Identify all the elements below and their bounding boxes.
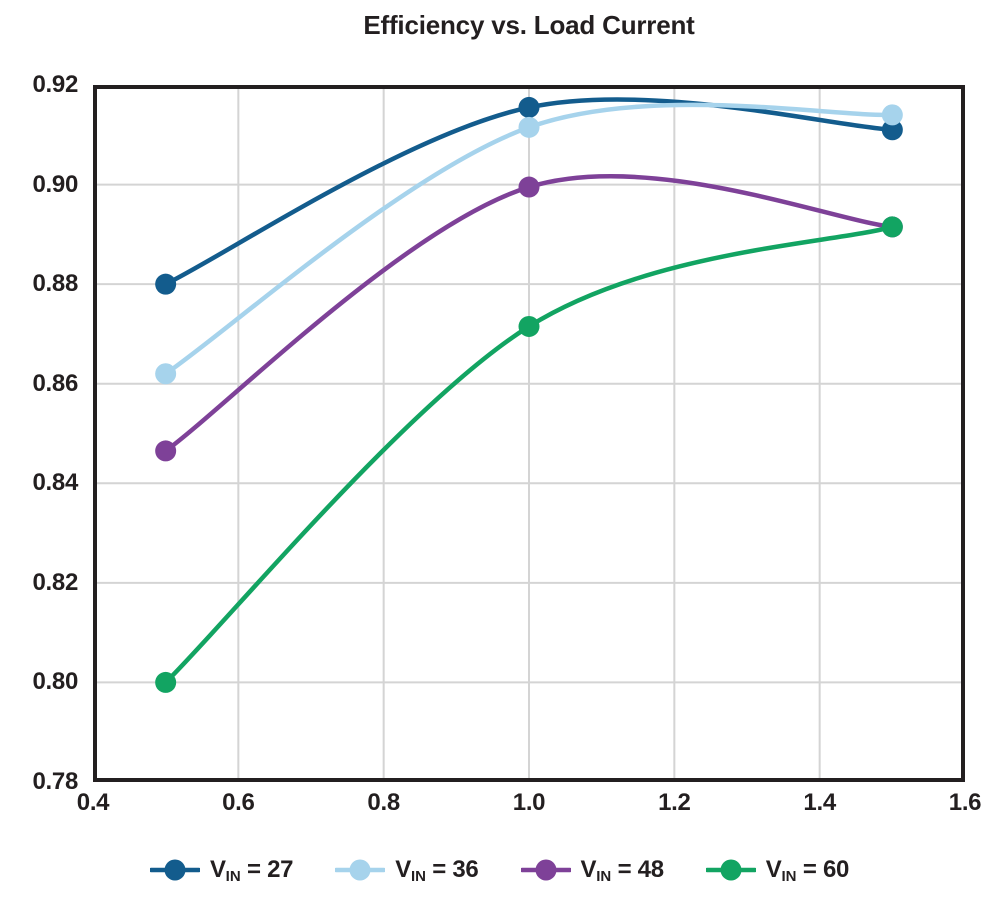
data-point	[518, 315, 540, 337]
y-tick-label: 0.82	[32, 568, 78, 596]
data-point	[155, 671, 177, 693]
x-tick-label: 1.4	[803, 789, 836, 816]
legend-item-vin-48: VIN = 48	[520, 856, 665, 885]
legend-marker-icon	[705, 859, 756, 881]
data-point	[881, 104, 903, 126]
legend-label: VIN = 36	[395, 856, 479, 885]
legend-marker-icon	[149, 859, 200, 881]
data-point	[518, 116, 540, 138]
data-point	[155, 363, 177, 385]
x-tick-label: 1.2	[658, 789, 691, 816]
chart-title: Efficiency vs. Load Current	[363, 10, 695, 40]
x-tick-label: 1.0	[512, 789, 546, 816]
y-tick-label: 0.92	[32, 71, 78, 98]
legend-label: VIN = 48	[580, 856, 665, 885]
legend-marker-icon	[520, 859, 571, 881]
legend-item-vin-60: VIN = 60	[705, 856, 850, 885]
data-point	[155, 440, 177, 462]
y-tick-label: 0.86	[32, 369, 78, 397]
plot-area	[93, 85, 965, 782]
y-tick-label: 0.78	[32, 768, 78, 795]
y-tick-label: 0.90	[32, 170, 78, 198]
legend-label: VIN = 60	[765, 856, 850, 885]
legend-item-vin-27: VIN = 27	[149, 856, 294, 885]
x-tick-label: 0.8	[367, 789, 400, 816]
data-point	[518, 176, 540, 198]
y-tick-label: 0.88	[32, 270, 78, 298]
data-point	[881, 119, 903, 141]
data-point	[518, 96, 540, 118]
data-point	[155, 273, 177, 295]
legend-marker-icon	[335, 859, 386, 881]
y-tick-label: 0.80	[32, 668, 78, 696]
legend: VIN = 27 VIN = 36 VIN = 48 VIN = 60	[0, 856, 999, 885]
legend-label: VIN = 27	[209, 856, 294, 885]
x-tick-label: 0.4	[76, 789, 110, 816]
y-tick-label: 0.84	[32, 469, 78, 497]
data-point	[881, 216, 903, 238]
x-tick-label: 1.6	[948, 789, 982, 816]
x-tick-label: 0.6	[222, 789, 255, 816]
legend-item-vin-36: VIN = 36	[335, 856, 479, 885]
plot-frame	[93, 85, 965, 782]
